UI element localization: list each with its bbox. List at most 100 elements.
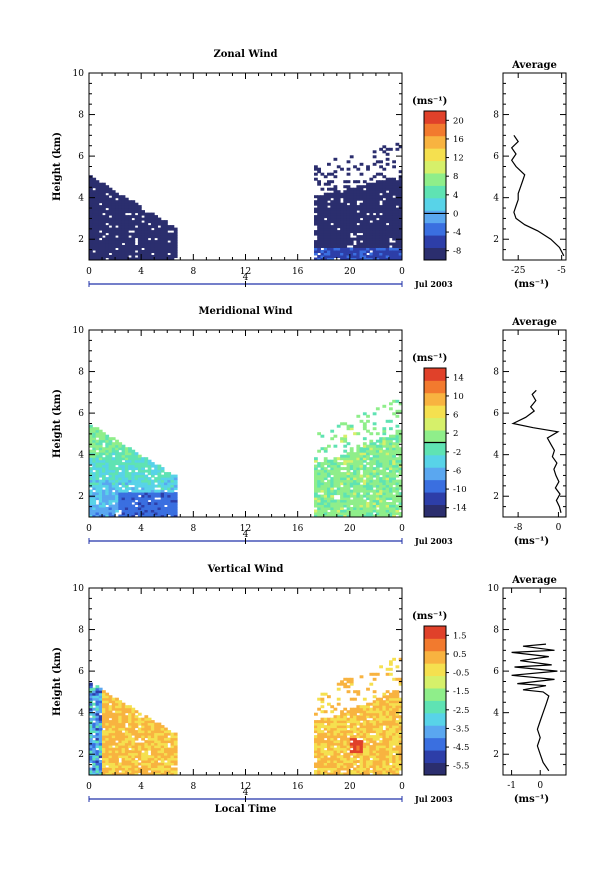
heatmap-cell [118, 727, 123, 731]
heatmap-cell [320, 200, 325, 204]
heatmap-cell [356, 180, 361, 184]
heatmap-cell [382, 459, 387, 463]
heatmap-cell [131, 247, 136, 251]
heatmap-cell [359, 509, 364, 513]
heatmap-cell [392, 472, 396, 476]
heatmap-cell [98, 190, 103, 194]
heatmap-cell [385, 157, 390, 161]
heatmap-cell [92, 690, 97, 694]
heatmap-cell [108, 745, 113, 749]
heatmap-cell [359, 742, 364, 746]
heatmap-cell [89, 514, 93, 518]
heatmap-cell [346, 457, 351, 461]
heatmap-cell [369, 232, 374, 236]
heatmap-cell [108, 737, 113, 741]
heatmap-cell [173, 230, 178, 234]
heatmap-cell [395, 210, 400, 214]
heatmap-cell [375, 512, 380, 515]
heatmap-cell [92, 212, 97, 216]
heatmap-cell [398, 492, 403, 496]
heatmap-cell [389, 484, 393, 488]
heatmap-cell [144, 477, 149, 481]
heatmap-cell [346, 755, 351, 759]
heatmap-cell [98, 255, 103, 258]
heatmap-cell [372, 747, 377, 751]
heatmap-cell [102, 740, 106, 744]
heatmap-cell [102, 205, 106, 209]
heatmap-cell [92, 697, 97, 701]
heatmap-cell [173, 507, 178, 510]
heatmap-cell [98, 439, 103, 443]
heatmap-cell [333, 215, 338, 219]
heatmap-cell [89, 479, 93, 483]
heatmap-cell [118, 444, 123, 448]
heatmap-cell [323, 202, 328, 206]
heatmap-cell [369, 222, 374, 226]
heatmap-cell [134, 215, 139, 219]
heatmap-cell [336, 212, 341, 216]
heatmap-cell [131, 507, 136, 510]
heatmap-cell [356, 167, 361, 171]
heatmap-cell [340, 222, 344, 226]
heatmap-cell [375, 250, 380, 253]
heatmap-cell [137, 242, 142, 246]
heatmap-cell [314, 482, 318, 486]
heatmap-cell [330, 747, 335, 751]
heatmap-cell [340, 252, 344, 256]
heatmap-cell [375, 705, 380, 709]
heatmap-cell [157, 504, 162, 508]
heatmap-cell [340, 680, 344, 684]
x-axis-label: Local Time [215, 804, 277, 815]
heatmap-cell [173, 474, 178, 478]
heatmap-cell [173, 502, 178, 505]
heatmap-cell [366, 479, 370, 483]
heatmap-cell [164, 472, 168, 476]
heatmap-cell [372, 482, 377, 486]
average-frame [502, 72, 567, 261]
heatmap-cell [89, 190, 93, 194]
heatmap-cell [128, 232, 132, 236]
heatmap-cell [330, 717, 335, 721]
heatmap-cell [141, 772, 145, 776]
heatmap-cell [375, 232, 380, 236]
heatmap-cell [392, 499, 396, 503]
heatmap-cell [362, 200, 367, 204]
heatmap-cell [102, 187, 106, 191]
heatmap-cell [111, 740, 116, 744]
heatmap-cell [314, 745, 318, 749]
heatmap-cell [385, 767, 390, 771]
heatmap-cell [111, 697, 116, 701]
heatmap-cell [369, 192, 374, 196]
heatmap-cell [395, 434, 400, 438]
heatmap-cell [385, 205, 390, 209]
heatmap-cell [105, 187, 110, 191]
heatmap-cell [164, 479, 168, 483]
heatmap-cell [95, 444, 100, 448]
heatmap-cell [131, 730, 136, 734]
heatmap-cell [353, 770, 357, 773]
heatmap-cell [95, 765, 100, 768]
heatmap-cell [108, 205, 113, 209]
heatmap-cell [92, 745, 97, 749]
heatmap-cell [398, 504, 403, 508]
heatmap-cell [336, 237, 341, 241]
heatmap-cell [369, 479, 374, 483]
heatmap-cell [362, 180, 367, 184]
heatmap-cell [353, 452, 357, 456]
x-ticks: 0 4 8 12 16 20 0 [86, 588, 405, 792]
heatmap-cell [157, 725, 162, 729]
heatmap-cell [167, 245, 172, 248]
heatmap-cell [353, 195, 357, 199]
heatmap-cell [317, 757, 321, 761]
heatmap-cell [170, 474, 175, 478]
heatmap-cell [95, 697, 100, 701]
heatmap-cell [92, 437, 97, 441]
heatmap-cell [124, 487, 129, 491]
heatmap-cell [124, 742, 129, 746]
heatmap-cell [359, 220, 364, 224]
heatmap-cell [323, 257, 328, 261]
heatmap-cell [124, 240, 129, 244]
heatmap-cell [95, 247, 100, 251]
heatmap-cell [372, 672, 377, 676]
heatmap-cell [124, 220, 129, 224]
